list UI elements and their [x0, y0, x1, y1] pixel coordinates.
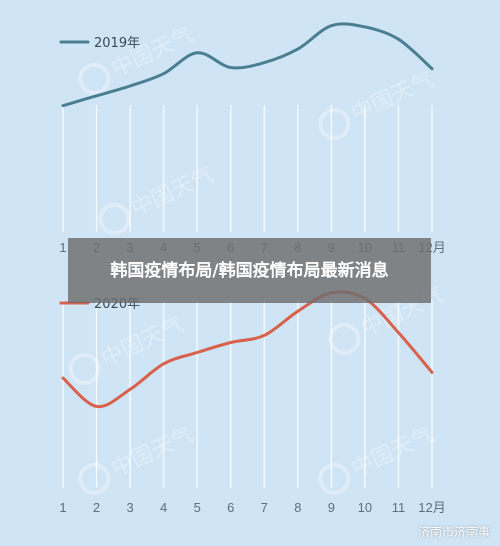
watermark-text: 中国天气 [347, 67, 437, 127]
x-tick-label: 11 [392, 500, 406, 515]
watermark: 中国天气 [98, 162, 218, 235]
watermark-logo-icon [318, 462, 351, 495]
watermark: 中国天气 [78, 22, 198, 95]
x-tick-label: 1 [59, 240, 66, 255]
x-tick-label: 1 [59, 500, 66, 515]
watermark-text: 中国天气 [97, 312, 187, 372]
watermark: 中国天气 [318, 67, 438, 140]
watermark-text: 中国天气 [107, 422, 197, 482]
x-tick-label: 9 [328, 500, 335, 515]
source-credit: 济南市济南事 [417, 525, 490, 539]
x-tick-label: 12月 [418, 500, 445, 515]
x-tick-label: 3 [126, 500, 133, 515]
banner-title: 韩国疫情布局/韩国疫情布局最新消息 [68, 238, 431, 303]
watermark-text: 中国天气 [107, 22, 197, 82]
legend: 2019年 [59, 36, 140, 51]
x-tick-label: 8 [294, 500, 301, 515]
x-tick-label: 2 [93, 500, 100, 515]
x-tick-label: 10 [358, 500, 372, 515]
watermark: 中国天气 [318, 422, 438, 495]
watermark-logo-icon [98, 202, 131, 235]
watermark-logo-icon [68, 352, 101, 385]
watermark-text: 中国天气 [347, 422, 437, 482]
x-tick-label: 6 [227, 500, 234, 515]
series-line [61, 22, 434, 108]
legend-label: 2019年 [94, 36, 140, 51]
watermark: 中国天气 [78, 422, 198, 495]
watermark-logo-icon [78, 62, 111, 95]
watermark-text: 中国天气 [127, 162, 217, 222]
watermark-logo-icon [318, 107, 351, 140]
x-tick-label: 7 [261, 500, 268, 515]
x-tick-label: 4 [160, 500, 167, 515]
x-tick-label: 5 [194, 500, 201, 515]
watermark-logo-icon [78, 462, 111, 495]
watermark: 中国天气 [68, 312, 188, 385]
